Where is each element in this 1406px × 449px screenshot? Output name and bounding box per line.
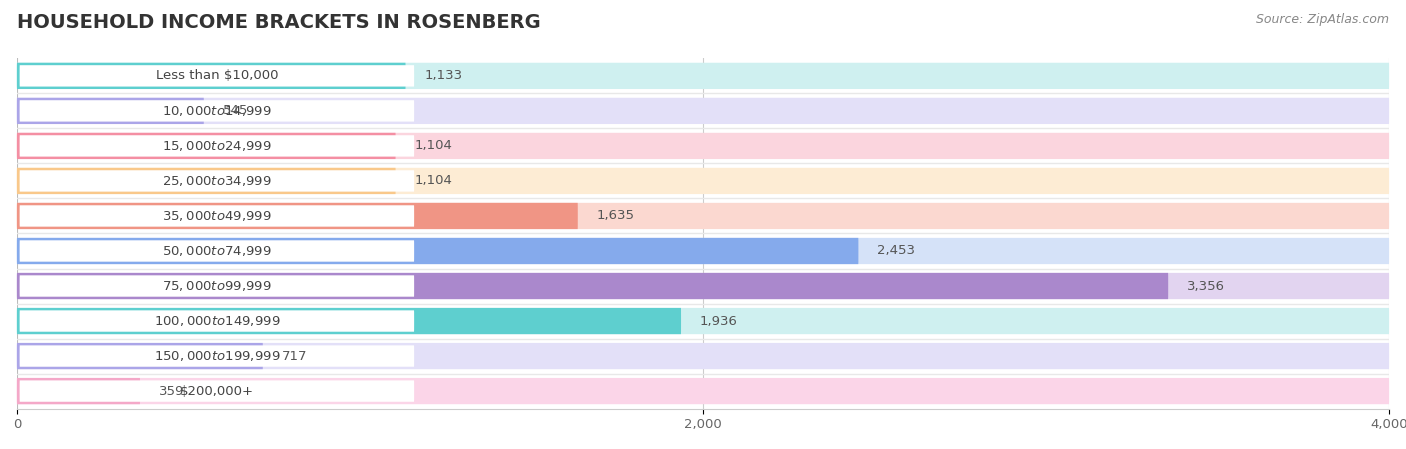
Text: 1,936: 1,936 <box>700 315 738 327</box>
FancyBboxPatch shape <box>17 168 1389 194</box>
FancyBboxPatch shape <box>17 273 1168 299</box>
Text: $200,000+: $200,000+ <box>180 385 254 397</box>
FancyBboxPatch shape <box>20 135 415 157</box>
FancyBboxPatch shape <box>17 98 1389 124</box>
Text: Less than $10,000: Less than $10,000 <box>156 70 278 82</box>
FancyBboxPatch shape <box>17 273 1389 299</box>
Text: 545: 545 <box>222 105 247 117</box>
Text: 359: 359 <box>159 385 184 397</box>
FancyBboxPatch shape <box>20 240 415 262</box>
FancyBboxPatch shape <box>20 275 415 297</box>
Text: 3,356: 3,356 <box>1187 280 1225 292</box>
Text: $50,000 to $74,999: $50,000 to $74,999 <box>162 244 271 258</box>
Text: $35,000 to $49,999: $35,000 to $49,999 <box>162 209 271 223</box>
FancyBboxPatch shape <box>20 100 415 122</box>
FancyBboxPatch shape <box>17 168 395 194</box>
Text: $15,000 to $24,999: $15,000 to $24,999 <box>162 139 271 153</box>
FancyBboxPatch shape <box>17 133 1389 159</box>
Text: $10,000 to $14,999: $10,000 to $14,999 <box>162 104 271 118</box>
Text: HOUSEHOLD INCOME BRACKETS IN ROSENBERG: HOUSEHOLD INCOME BRACKETS IN ROSENBERG <box>17 13 541 32</box>
FancyBboxPatch shape <box>17 203 578 229</box>
Text: $75,000 to $99,999: $75,000 to $99,999 <box>162 279 271 293</box>
FancyBboxPatch shape <box>20 170 415 192</box>
Text: 1,104: 1,104 <box>415 175 453 187</box>
FancyBboxPatch shape <box>17 343 263 369</box>
Text: 1,133: 1,133 <box>425 70 463 82</box>
FancyBboxPatch shape <box>17 308 681 334</box>
Text: 717: 717 <box>281 350 308 362</box>
FancyBboxPatch shape <box>17 63 1389 89</box>
FancyBboxPatch shape <box>20 310 415 332</box>
Text: 1,635: 1,635 <box>596 210 634 222</box>
Text: $100,000 to $149,999: $100,000 to $149,999 <box>153 314 280 328</box>
Text: 2,453: 2,453 <box>877 245 915 257</box>
FancyBboxPatch shape <box>17 63 405 89</box>
FancyBboxPatch shape <box>17 238 859 264</box>
FancyBboxPatch shape <box>17 378 141 404</box>
FancyBboxPatch shape <box>17 343 1389 369</box>
FancyBboxPatch shape <box>20 380 415 402</box>
FancyBboxPatch shape <box>20 205 415 227</box>
FancyBboxPatch shape <box>20 345 415 367</box>
Text: Source: ZipAtlas.com: Source: ZipAtlas.com <box>1256 13 1389 26</box>
Text: $25,000 to $34,999: $25,000 to $34,999 <box>162 174 271 188</box>
FancyBboxPatch shape <box>17 378 1389 404</box>
FancyBboxPatch shape <box>20 65 415 87</box>
FancyBboxPatch shape <box>17 203 1389 229</box>
FancyBboxPatch shape <box>17 308 1389 334</box>
FancyBboxPatch shape <box>17 98 204 124</box>
FancyBboxPatch shape <box>17 133 395 159</box>
FancyBboxPatch shape <box>17 238 1389 264</box>
Text: 1,104: 1,104 <box>415 140 453 152</box>
Text: $150,000 to $199,999: $150,000 to $199,999 <box>153 349 280 363</box>
